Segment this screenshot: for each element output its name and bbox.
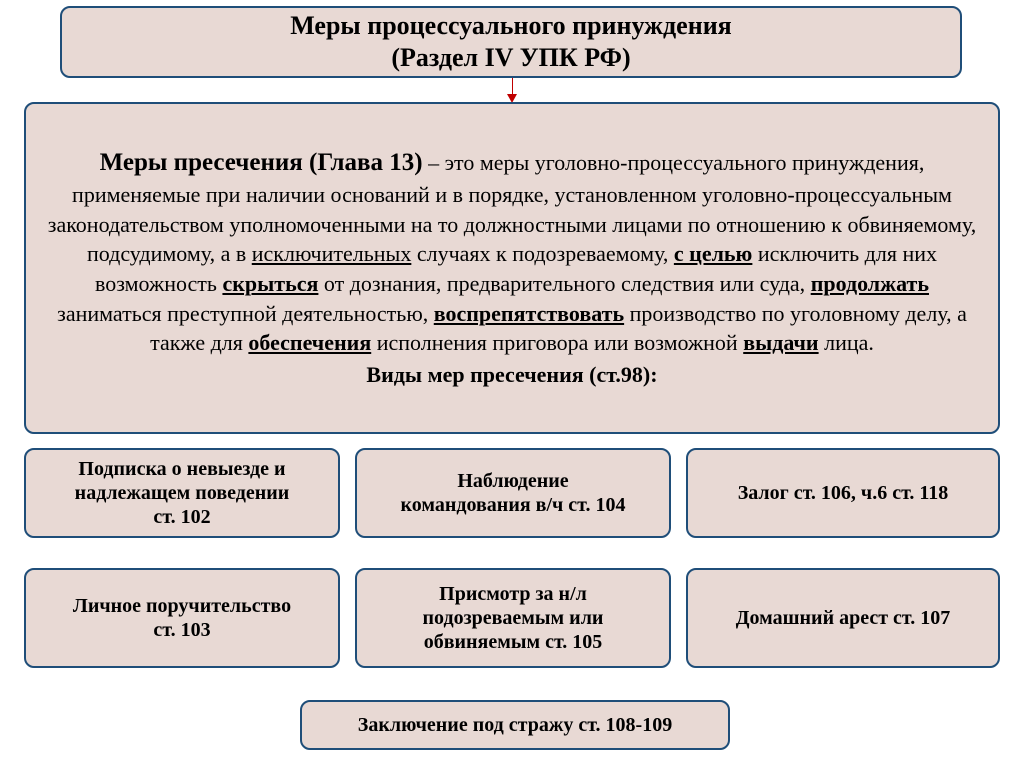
definition-obstruct: воспрепятствовать <box>434 301 624 326</box>
title-line1: Меры процессуального принуждения <box>290 10 732 43</box>
measure-line: обвиняемым ст. 105 <box>424 630 603 654</box>
definition-term: Меры пресечения (Глава 13) <box>100 149 423 176</box>
definition-hide: скрыться <box>222 271 318 296</box>
definition-purpose: с целью <box>674 241 753 266</box>
definition-seg2: случаях к подозреваемому, <box>411 241 674 266</box>
measure-line: ст. 103 <box>153 618 210 642</box>
measure-line: Присмотр за н/л <box>439 582 587 606</box>
definition-ensure: обеспечения <box>248 330 371 355</box>
measure-line: подозреваемым или <box>423 606 604 630</box>
definition-dash: – <box>423 150 445 175</box>
definition-continue: продолжать <box>811 271 929 296</box>
definition-seg7: исполнения приговора или возможной <box>371 330 743 355</box>
definition-exceptional: исключительных <box>252 241 412 266</box>
title-box: Меры процессуального принуждения (Раздел… <box>60 6 962 78</box>
definition-extradition: выдачи <box>743 330 818 355</box>
measure-line: Подписка о невыезде и <box>78 457 285 481</box>
measure-box-nablyudenie: Наблюдение командования в/ч ст. 104 <box>355 448 671 538</box>
measure-line: Домашний арест ст. 107 <box>736 606 950 630</box>
measure-line: Личное поручительство <box>73 594 291 618</box>
measure-line: Наблюдение <box>457 469 568 493</box>
definition-seg5: заниматься преступной деятельностью, <box>57 301 434 326</box>
types-heading: Виды мер пресечения (ст.98): <box>366 360 657 390</box>
measure-line: надлежащем поведении <box>75 481 290 505</box>
title-line2: (Раздел IV УПК РФ) <box>391 42 630 75</box>
measure-box-zalog: Залог ст. 106, ч.6 ст. 118 <box>686 448 1000 538</box>
measure-box-prismotr: Присмотр за н/л подозреваемым или обвиня… <box>355 568 671 668</box>
measure-line: ст. 102 <box>153 505 210 529</box>
measure-box-podpiska: Подписка о невыезде и надлежащем поведен… <box>24 448 340 538</box>
definition-seg8: лица. <box>819 330 874 355</box>
arrow-down-icon <box>511 78 513 102</box>
measure-line: командования в/ч ст. 104 <box>400 493 625 517</box>
definition-box: Меры пресечения (Глава 13) – это меры уг… <box>24 102 1000 434</box>
measure-box-strazha: Заключение под стражу ст. 108-109 <box>300 700 730 750</box>
measure-box-poruchitelstvo: Личное поручительство ст. 103 <box>24 568 340 668</box>
measure-line: Заключение под стражу ст. 108-109 <box>358 713 672 737</box>
definition-seg4: от дознания, предварительного следствия … <box>318 271 810 296</box>
measure-box-arrest: Домашний арест ст. 107 <box>686 568 1000 668</box>
definition-paragraph: Меры пресечения (Глава 13) – это меры уг… <box>46 146 978 358</box>
measure-line: Залог ст. 106, ч.6 ст. 118 <box>738 481 949 505</box>
